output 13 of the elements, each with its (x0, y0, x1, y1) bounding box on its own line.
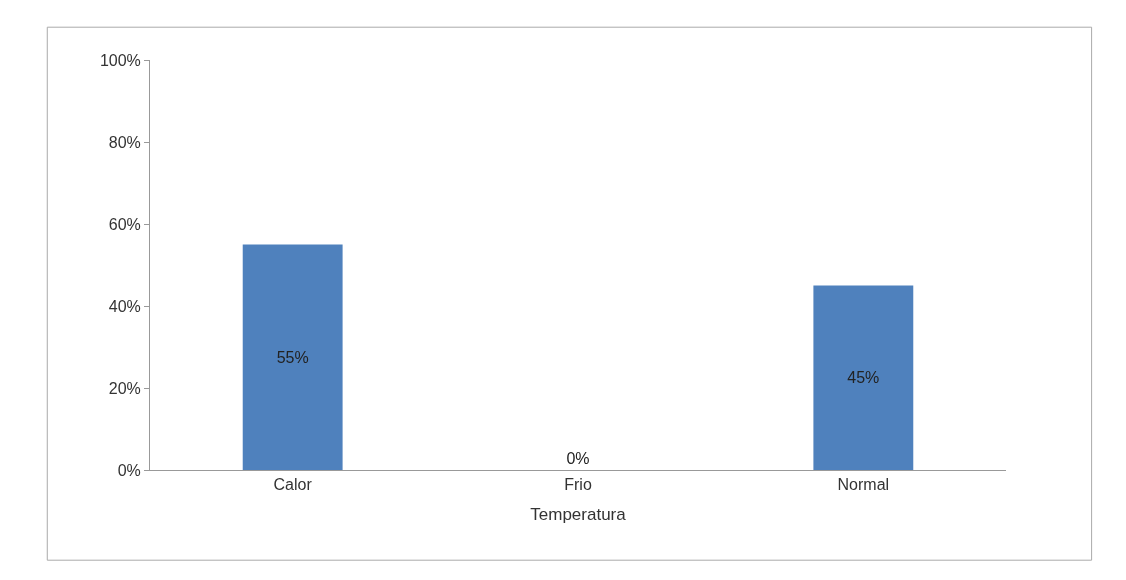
y-tick-label: 60% (108, 215, 141, 233)
data-label: 0% (566, 450, 590, 467)
y-tick-label: 40% (108, 297, 141, 315)
data-label: 55% (276, 348, 309, 366)
y-tick-label: 100% (99, 51, 141, 69)
x-axis-title: Temperatura (530, 504, 627, 524)
y-tick-label: 20% (108, 379, 141, 397)
x-tick-label: Frio (564, 476, 592, 494)
x-tick-label: Calor (273, 476, 313, 494)
y-tick-label: 0% (117, 461, 141, 479)
data-label: 45% (847, 369, 880, 387)
x-tick-label: Normal (837, 476, 890, 494)
y-tick-label: 80% (108, 133, 141, 151)
